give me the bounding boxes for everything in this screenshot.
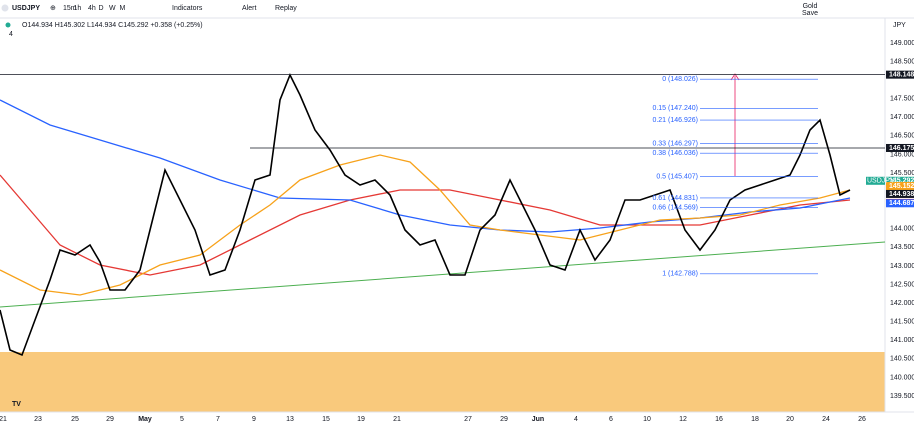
status-dot xyxy=(5,22,11,28)
fib-label: 0.66 (144.569) xyxy=(652,204,698,211)
date-label: 27 xyxy=(464,416,472,423)
fib-label: 0.5 (145.407) xyxy=(656,173,698,180)
replay[interactable]: Replay xyxy=(275,5,297,12)
price-label: 147.000 xyxy=(890,114,914,121)
ma-red xyxy=(0,174,851,276)
price-label: 143.000 xyxy=(890,263,914,270)
date-label: 26 xyxy=(858,416,866,423)
symbol-tag xyxy=(866,176,885,185)
date-label: 6 xyxy=(609,416,613,423)
fib-label: 0.38 (146.036) xyxy=(652,150,698,157)
date-label: 16 xyxy=(715,416,723,423)
fib-label: 0.21 (146.926) xyxy=(652,117,698,124)
gold[interactable]: Gold xyxy=(803,3,818,10)
price-label: 139.500 xyxy=(890,393,914,400)
price-label: 145.500 xyxy=(890,170,914,177)
date-label: 13 xyxy=(286,416,294,423)
symbol-icon xyxy=(1,4,9,12)
date-label: 15 xyxy=(322,416,330,423)
price-tag xyxy=(886,181,914,190)
price-label: 147.500 xyxy=(890,96,914,103)
fib-label: 0.15 (147.240) xyxy=(652,105,698,112)
date-label: 10 xyxy=(643,416,651,423)
price-label: 140.500 xyxy=(890,356,914,363)
price-tag-label: 145.152 xyxy=(889,183,914,190)
price-tag xyxy=(886,70,914,79)
indicators[interactable]: Indicators xyxy=(172,5,203,12)
date-label: 25 xyxy=(71,416,79,423)
date-label: 18 xyxy=(751,416,759,423)
price-label: 143.500 xyxy=(890,244,914,251)
trendline xyxy=(0,241,886,308)
interval[interactable]: W xyxy=(109,5,116,12)
price-label: 146.500 xyxy=(890,133,914,140)
tv-logo: TV xyxy=(12,401,21,408)
date-label: Jun xyxy=(532,416,544,423)
alert[interactable]: Alert xyxy=(242,5,256,12)
date-label: 29 xyxy=(106,416,114,423)
date-label: 19 xyxy=(357,416,365,423)
price-label: 142.000 xyxy=(890,300,914,307)
price-tag-label: 146.175 xyxy=(889,145,914,152)
interval[interactable]: D xyxy=(99,5,104,12)
fib-label: 0 (148.026) xyxy=(662,76,698,83)
date-label: 21 xyxy=(0,416,7,423)
fib-label: 0.61 (144.831) xyxy=(652,195,698,202)
interval[interactable]: 15m xyxy=(63,5,77,12)
price-label: 142.500 xyxy=(890,281,914,288)
price-tag xyxy=(886,199,914,208)
indicator-count: 4 xyxy=(9,31,13,38)
date-label: 4 xyxy=(574,416,578,423)
save[interactable]: Save xyxy=(802,10,818,17)
price-label: 149.000 xyxy=(890,40,914,47)
date-label: 24 xyxy=(822,416,830,423)
date-label: May xyxy=(138,416,152,423)
arrow-head xyxy=(730,73,740,81)
date-label: 5 xyxy=(180,416,184,423)
interval[interactable]: 1h xyxy=(74,5,82,12)
fib-label: 1 (142.788) xyxy=(662,271,698,278)
date-label: 12 xyxy=(679,416,687,423)
price-tag-label: 145.292 xyxy=(889,178,914,185)
date-label: 21 xyxy=(393,416,401,423)
price-label: 141.500 xyxy=(890,319,914,326)
price-label: 141.000 xyxy=(890,337,914,344)
symbol[interactable]: USDJPY xyxy=(12,5,40,12)
symbol-tag-label: USDJPY xyxy=(867,178,895,185)
ohlc: O144.934 H145.302 L144.934 C145.292 +0.3… xyxy=(22,22,203,29)
price-label: 148.500 xyxy=(890,58,914,65)
date-label: 20 xyxy=(786,416,794,423)
date-label: 7 xyxy=(216,416,220,423)
add-symbol[interactable]: ⊕ xyxy=(50,5,56,12)
date-label: 23 xyxy=(34,416,42,423)
price-tag-label: 144.938 xyxy=(889,191,914,198)
ma-blue xyxy=(0,99,851,233)
date-label: 9 xyxy=(252,416,256,423)
price-label: 144.000 xyxy=(890,226,914,233)
fib-label: 0.33 (146.297) xyxy=(652,140,698,147)
demand-zone xyxy=(0,352,885,412)
toolbar xyxy=(0,0,914,18)
price-label: 146.000 xyxy=(890,151,914,158)
price-tag-label: 144.687 xyxy=(889,200,914,207)
currency: JPY xyxy=(893,22,906,29)
price-tag xyxy=(886,143,914,152)
price-tag xyxy=(886,189,914,198)
interval[interactable]: 4h xyxy=(88,5,96,12)
price-label: 140.000 xyxy=(890,374,914,381)
price-tag xyxy=(886,176,914,185)
date-label: 29 xyxy=(500,416,508,423)
interval[interactable]: M xyxy=(120,5,126,12)
price-line xyxy=(0,73,851,357)
price-tag-label: 148.148 xyxy=(889,72,914,79)
ma-orange xyxy=(0,154,851,296)
